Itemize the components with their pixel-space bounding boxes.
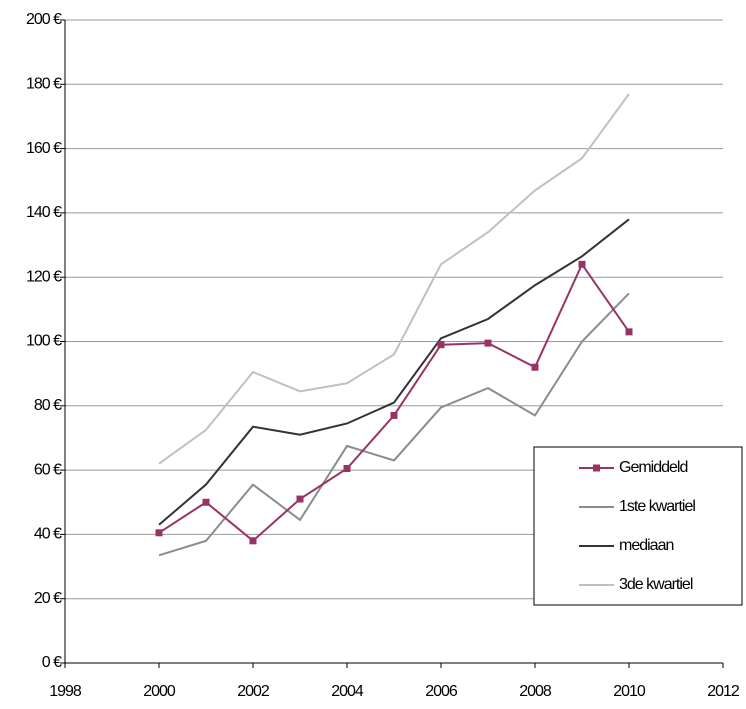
marker [578,260,586,268]
x-tick-label: 2010 [613,683,646,700]
legend-label: 3de kwartiel [619,576,693,593]
marker [155,529,163,537]
y-tick-label: 60 € [34,461,62,478]
legend-marker [593,464,600,472]
marker [343,464,351,472]
marker [202,498,210,506]
x-tick-label: 2000 [143,683,176,700]
marker [437,341,445,349]
y-tick-label: 80 € [34,397,62,414]
marker [296,495,304,503]
line-series [158,93,630,465]
legend-box [533,446,743,606]
marker [625,328,633,336]
x-tick-label: 2002 [237,683,270,700]
y-tick-label: 140 € [26,204,62,221]
y-tick-label: 0 € [42,654,62,671]
y-tick-label: 160 € [26,140,62,157]
y-tick-label: 20 € [34,590,62,607]
marker [531,363,539,371]
y-tick-label: 100 € [26,333,62,350]
line-series [158,292,630,557]
x-tick-label: 2006 [425,683,458,700]
marker [390,411,398,419]
y-tick-label: 120 € [26,268,62,285]
marker [249,537,257,545]
y-tick-label: 200 € [26,11,62,28]
line-series [158,218,630,526]
x-tick-label: 1998 [49,683,82,700]
legend-label: Gemiddeld [619,459,687,476]
legend-label: mediaan [619,537,673,554]
x-tick-label: 2008 [519,683,552,700]
y-tick-label: 40 € [34,526,62,543]
marker [484,339,492,347]
legend-label: 1ste kwartiel [619,498,695,515]
y-tick-label: 180 € [26,76,62,93]
x-tick-label: 2012 [707,683,740,700]
x-tick-label: 2004 [331,683,364,700]
